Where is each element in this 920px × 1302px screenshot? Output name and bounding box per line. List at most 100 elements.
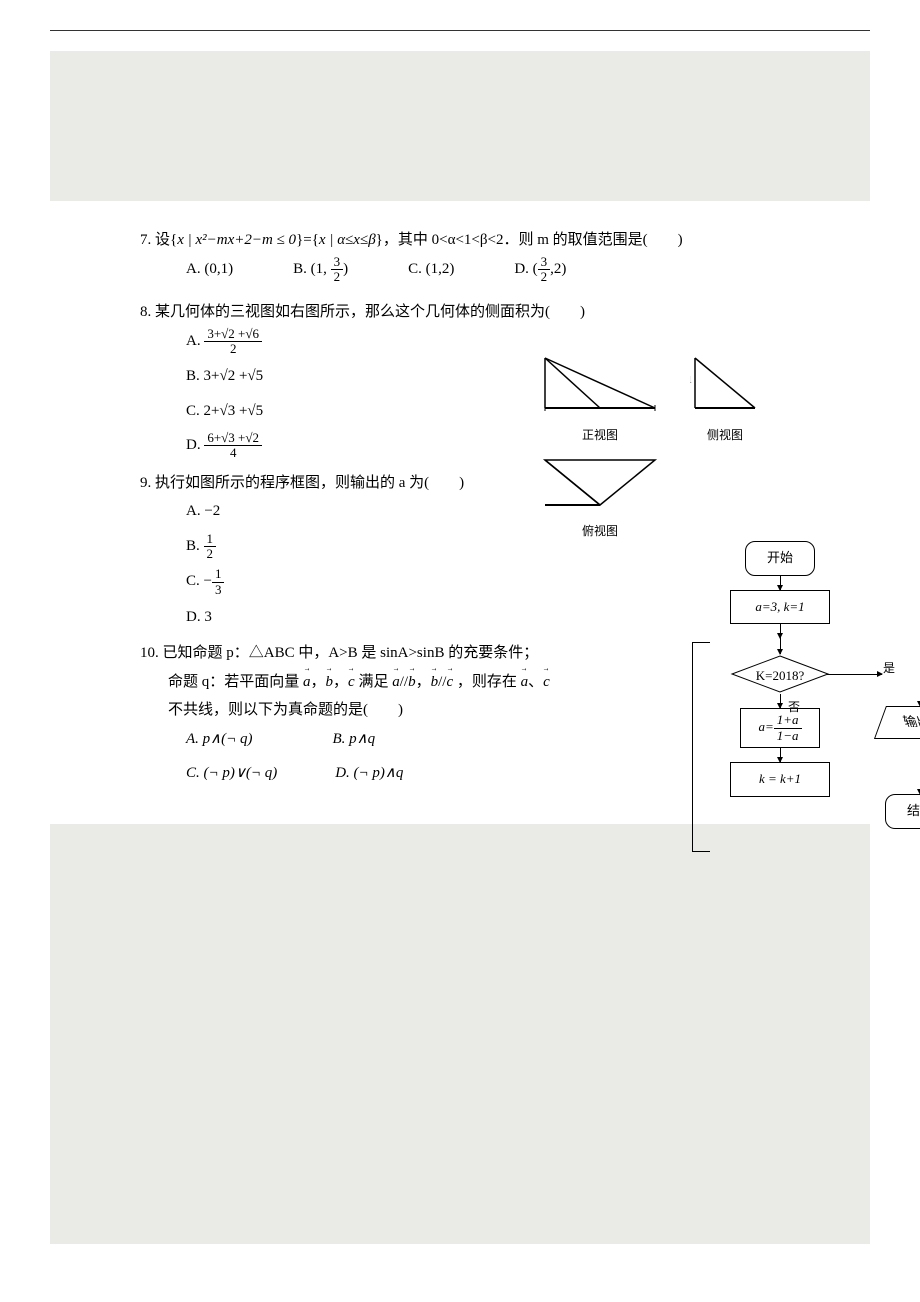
front-view: 2 正视图: [540, 353, 660, 447]
fc-arrow: [780, 576, 781, 590]
q10-l2-post: ，则存在: [457, 674, 517, 690]
q7-opt-a: A. (0,1): [186, 255, 233, 285]
q7-set2: x | α≤x≤β: [319, 232, 376, 248]
q7-opt-b: B. (1, 32): [293, 255, 348, 285]
q7-mid: }={: [296, 232, 319, 248]
vec-c2: c: [446, 668, 453, 697]
fc-no-label: 否: [788, 696, 800, 719]
svg-text:1: 1: [690, 375, 692, 386]
q8-text: 8. 某几何体的三视图如右图所示，那么这个几何体的侧面积为( ): [140, 298, 770, 327]
vec-c3: c: [543, 668, 550, 697]
q7-opt-d-post: ,2): [550, 261, 566, 277]
frac-num: 3: [538, 255, 551, 270]
content: 7. 设{x | x²−mx+2−m ≤ 0}={x | α≤x≤β}，其中 0…: [50, 226, 870, 794]
top-rule: [50, 30, 870, 31]
q9-opt-b-pre: B.: [186, 538, 204, 554]
q10-opt-b: B. p∧q: [333, 725, 376, 754]
fc-init: a=3, k=1: [730, 590, 830, 625]
q10-line1: 10. 已知命题 p：△ABC 中，A>B 是 sinA>sinB 的充要条件；: [140, 639, 770, 668]
fc-arrow: [780, 694, 781, 708]
q7-pre: 设{: [155, 232, 177, 248]
q7-opt-d-pre: D. (: [514, 261, 537, 277]
vec-c: c: [348, 668, 355, 697]
q10-number: 10.: [140, 645, 159, 661]
frac-num: 6+√3 +√2: [204, 431, 262, 446]
frac-den: 2: [204, 547, 217, 561]
fc-arrow: [780, 624, 781, 638]
q7-post: }，其中 0<α<1<β<2．则 m 的取值范围是( ): [376, 232, 683, 248]
vec-a: a: [303, 668, 311, 697]
tv-row-1: 2 正视图 1 1 侧视图: [540, 353, 820, 447]
q7-opt-c: C. (1,2): [408, 255, 454, 285]
q10-opt-c: C. (¬ p)∨(¬ q): [186, 759, 277, 788]
q7-opt-b-post: ): [343, 261, 348, 277]
gray-band-bottom: [50, 824, 870, 1244]
frac-den: 3: [212, 583, 225, 597]
q9-opt-a: A. −2: [186, 497, 770, 526]
parallel2: //: [438, 674, 446, 690]
q10-opt-a: A. p∧(¬ q): [186, 725, 253, 754]
frac-den: 2: [331, 270, 344, 284]
q7-opt-d-frac: 32: [538, 255, 551, 285]
front-view-svg: 2: [540, 353, 660, 413]
q9-opt-c-frac: 13: [212, 567, 225, 597]
q10-opt-d: D. (¬ p)∧q: [335, 759, 403, 788]
svg-text:2: 2: [595, 412, 600, 413]
q9-body: 执行如图所示的程序框图，则输出的 a 为( ): [155, 475, 464, 491]
parallel: //: [400, 674, 408, 690]
frac-den: 1−a: [774, 729, 802, 743]
frac-num: 1: [204, 532, 217, 547]
fc-output-pre: 输出: [899, 710, 920, 735]
side-view-svg: 1 1: [690, 353, 760, 413]
q8-opt-a-frac: 3+√2 +√62: [204, 327, 262, 357]
vec-a2: a: [392, 668, 400, 697]
fc-start: 开始: [745, 541, 815, 576]
q7-number: 7.: [140, 232, 151, 248]
q10-line3: 不共线，则以下为真命题的是( ): [168, 696, 770, 725]
front-view-label: 正视图: [540, 424, 660, 447]
frac-den: 4: [204, 446, 262, 460]
q9-number: 9.: [140, 475, 151, 491]
vec-a3: a: [521, 668, 529, 697]
q8-opt-a-pre: A.: [186, 333, 204, 349]
q10-opts-row2: C. (¬ p)∨(¬ q) D. (¬ p)∧q: [186, 759, 770, 794]
q7-opt-b-frac: 32: [331, 255, 344, 285]
fc-right-col: 输出a 结束: [875, 658, 920, 828]
side-view: 1 1 侧视图: [690, 353, 760, 447]
q7-text: 7. 设{x | x²−mx+2−m ≤ 0}={x | α≤x≤β}，其中 0…: [140, 226, 770, 255]
fc-arrow: [780, 748, 781, 762]
q8-opt-a: A. 3+√2 +√62: [186, 327, 770, 357]
question-10: 10. 已知命题 p：△ABC 中，A>B 是 sinA>sinB 的充要条件；…: [140, 639, 770, 794]
q7-options: A. (0,1) B. (1, 32) C. (1,2) D. (32,2): [186, 255, 770, 291]
vec-b3: b: [431, 668, 439, 697]
frac-num: 3+√2 +√6: [204, 327, 262, 342]
fc-output: 输出a: [874, 706, 920, 739]
q7-opt-b-pre: B. (1,: [293, 261, 331, 277]
q10-l2-mid: 满足: [358, 674, 388, 690]
q10-line2: 命题 q：若平面向量 a，b，c 满足 a//b，b//c ，则存在 a、c: [168, 668, 770, 697]
side-view-label: 侧视图: [690, 424, 760, 447]
q8-body: 某几何体的三视图如右图所示，那么这个几何体的侧面积为( ): [155, 304, 585, 320]
q9-opt-c-pre: C. −: [186, 574, 212, 590]
q10-opts-row1: A. p∧(¬ q) B. p∧q: [186, 725, 770, 760]
frac-den: 2: [538, 270, 551, 284]
frac-num: 3: [331, 255, 344, 270]
q10-l2-pre: 命题 q：若平面向量: [168, 674, 299, 690]
q7-opt-d: D. (32,2): [514, 255, 566, 285]
fc-init-text: a=3, k=1: [755, 599, 804, 614]
frac-num: 1: [212, 567, 225, 582]
gray-band-top: [50, 51, 870, 201]
page: 7. 设{x | x²−mx+2−m ≤ 0}={x | α≤x≤β}，其中 0…: [0, 0, 920, 1274]
q9-text: 9. 执行如图所示的程序框图，则输出的 a 为( ): [140, 469, 770, 498]
svg-text:1: 1: [720, 412, 725, 413]
question-7: 7. 设{x | x²−mx+2−m ≤ 0}={x | α≤x≤β}，其中 0…: [140, 226, 770, 290]
q8-opt-d-frac: 6+√3 +√24: [204, 431, 262, 461]
fc-arrow: [780, 644, 781, 654]
vec-b2: b: [408, 668, 416, 697]
fc-end: 结束: [885, 794, 920, 829]
frac-den: 2: [204, 342, 262, 356]
q9-opt-b-frac: 12: [204, 532, 217, 562]
q10-options: A. p∧(¬ q) B. p∧q C. (¬ p)∨(¬ q) D. (¬ p…: [186, 725, 770, 794]
q8-opt-d-pre: D.: [186, 437, 204, 453]
q8-number: 8.: [140, 304, 151, 320]
